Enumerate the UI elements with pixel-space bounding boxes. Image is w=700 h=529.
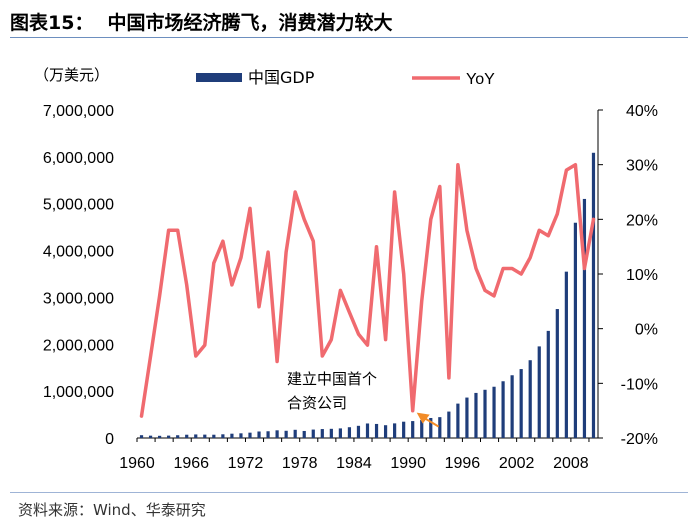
gdp-bar (203, 434, 207, 438)
gdp-bars (139, 152, 596, 438)
gdp-bar (456, 403, 460, 438)
y-right-tick-label: 20% (626, 212, 658, 229)
annotation-line-2: 合资公司 (287, 394, 347, 412)
gdp-bar (537, 346, 541, 438)
gdp-bar (239, 433, 243, 438)
gdp-bar (402, 421, 406, 438)
gdp-bar (474, 392, 478, 438)
legend: 中国GDP YoY (196, 68, 495, 88)
gdp-bar (573, 222, 578, 438)
legend-line-label: YoY (466, 71, 495, 88)
y-left-tick-label: 4,000,000 (43, 244, 114, 261)
x-tick-label: 2002 (499, 455, 535, 472)
title-divider (10, 37, 688, 38)
gdp-yoy-chart: （万美元） 中国GDP YoY 0 1,000,000 2,000,000 3,000… (34, 66, 658, 472)
gdp-bar (438, 417, 442, 438)
gdp-bar (591, 152, 596, 438)
yoy-series-line (139, 162, 596, 418)
gdp-bar (555, 309, 559, 438)
legend-bar-label: 中国GDP (248, 68, 315, 87)
gdp-bar (492, 386, 496, 438)
gdp-bar (528, 360, 532, 438)
x-tick-label: 1978 (282, 455, 318, 472)
figure-title-text: 中国市场经济腾飞，消费潜力较大 (107, 12, 393, 34)
y-left-tick-label: 2,000,000 (43, 337, 114, 354)
gdp-bar (383, 425, 388, 438)
y-left-tick-label: 6,000,000 (43, 150, 114, 167)
gdp-bar (176, 435, 180, 438)
gdp-bar (293, 429, 297, 438)
gdp-bar (275, 430, 279, 438)
gdp-bar (447, 411, 451, 438)
gdp-bar (564, 271, 568, 438)
y-right-tick-label: 0% (635, 322, 658, 339)
source-note: 资料来源：Wind、华泰研究 (18, 501, 206, 519)
gdp-bar (365, 423, 370, 438)
y-right-tick-label: 30% (626, 158, 658, 175)
gdp-bar (411, 421, 415, 438)
gdp-bar (429, 417, 433, 438)
gdp-bar (157, 435, 162, 438)
y-right-tick-label: 10% (626, 267, 658, 284)
figure-title: 图表15： 中国市场经济腾飞，消费潜力较大 (10, 8, 392, 35)
x-tick-label: 2008 (553, 455, 589, 472)
gdp-bar (393, 423, 397, 438)
gdp-bar (374, 423, 379, 438)
figure-label: 图表15： (10, 12, 94, 34)
y-left-tick-label: 0 (105, 431, 114, 448)
gdp-bar (221, 434, 225, 438)
gdp-bar (266, 431, 270, 438)
gdp-bar (194, 434, 198, 438)
gdp-bar (167, 435, 171, 438)
y-left-tick-label: 3,000,000 (43, 290, 114, 307)
gdp-bar (420, 420, 424, 438)
gdp-bar (139, 435, 144, 438)
gdp-bar (148, 435, 153, 438)
yoy-line-layer (139, 162, 596, 418)
gdp-bar (302, 430, 306, 438)
y-left-tick-label: 5,000,000 (43, 197, 114, 214)
gdp-bar (320, 429, 324, 438)
gdp-bar (546, 330, 550, 438)
y-left-tick-label: 1,000,000 (43, 384, 114, 401)
footer-divider (10, 492, 688, 493)
gdp-bar (248, 432, 252, 438)
gdp-bar (338, 428, 342, 438)
axes: 0 1,000,000 2,000,000 3,000,000 4,000,000 5,0… (43, 103, 658, 472)
gdp-bar (582, 198, 587, 438)
x-tick-label: 1996 (445, 455, 481, 472)
gdp-bar (501, 381, 505, 438)
x-tick-label: 1966 (173, 455, 209, 472)
annotation: 建立中国首个 合资公司 (287, 370, 440, 428)
gdp-bar (230, 433, 234, 438)
y-right-tick-label: -20% (621, 431, 658, 448)
gdp-bar (311, 429, 315, 438)
y-left-unit-label: （万美元） (34, 66, 109, 84)
gdp-bar (347, 427, 352, 438)
gdp-bar (185, 434, 189, 438)
y-left-tick-label: 7,000,000 (43, 103, 114, 120)
gdp-bar (212, 434, 216, 438)
gdp-bar (510, 375, 514, 438)
gdp-bar (483, 389, 487, 438)
x-tick-label: 1960 (119, 455, 155, 472)
gdp-bar (519, 369, 523, 438)
x-tick-label: 1984 (336, 455, 372, 472)
gdp-bar (356, 425, 361, 438)
y-right-tick-label: -10% (621, 376, 658, 393)
gdp-bar (465, 397, 469, 438)
y-right-tick-label: 40% (626, 103, 658, 120)
x-tick-label: 1990 (390, 455, 426, 472)
legend-bar-swatch (196, 73, 242, 82)
gdp-bar (284, 430, 288, 438)
annotation-line-1: 建立中国首个 (287, 370, 377, 388)
annotation-arrow-head (416, 412, 430, 424)
gdp-bar (329, 428, 333, 438)
x-tick-label: 1972 (228, 455, 264, 472)
gdp-bar (257, 431, 261, 438)
